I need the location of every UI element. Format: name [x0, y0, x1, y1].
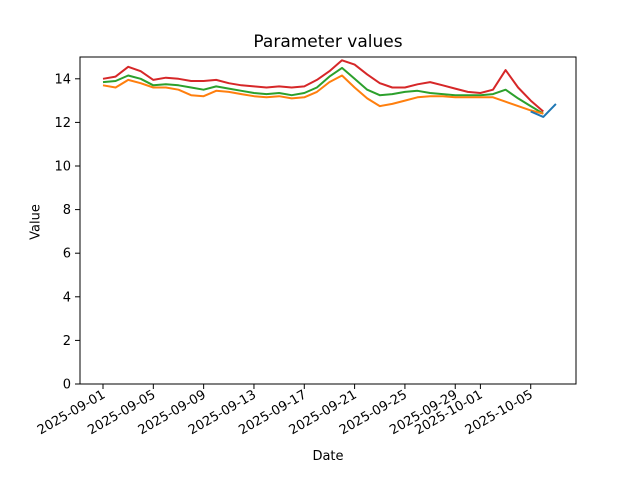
y-tick-label: 10 — [54, 160, 71, 175]
y-tick-label: 0 — [63, 378, 71, 393]
y-tick-label: 14 — [54, 72, 71, 87]
y-tick-label: 2 — [63, 334, 71, 349]
series-line-red — [102, 59, 544, 113]
y-tick-label: 4 — [63, 290, 71, 305]
chart-title: Parameter values — [253, 32, 403, 52]
axes-spines — [79, 56, 577, 385]
y-tick-label: 12 — [54, 116, 71, 131]
series-line-orange — [102, 74, 544, 115]
x-axis-label: Date — [312, 449, 344, 464]
series-line-green — [102, 66, 544, 115]
y-tick-label: 8 — [63, 203, 71, 218]
series-line-blue — [530, 103, 557, 118]
y-tick-label: 6 — [63, 247, 71, 262]
y-axis-label: Value — [28, 204, 44, 240]
